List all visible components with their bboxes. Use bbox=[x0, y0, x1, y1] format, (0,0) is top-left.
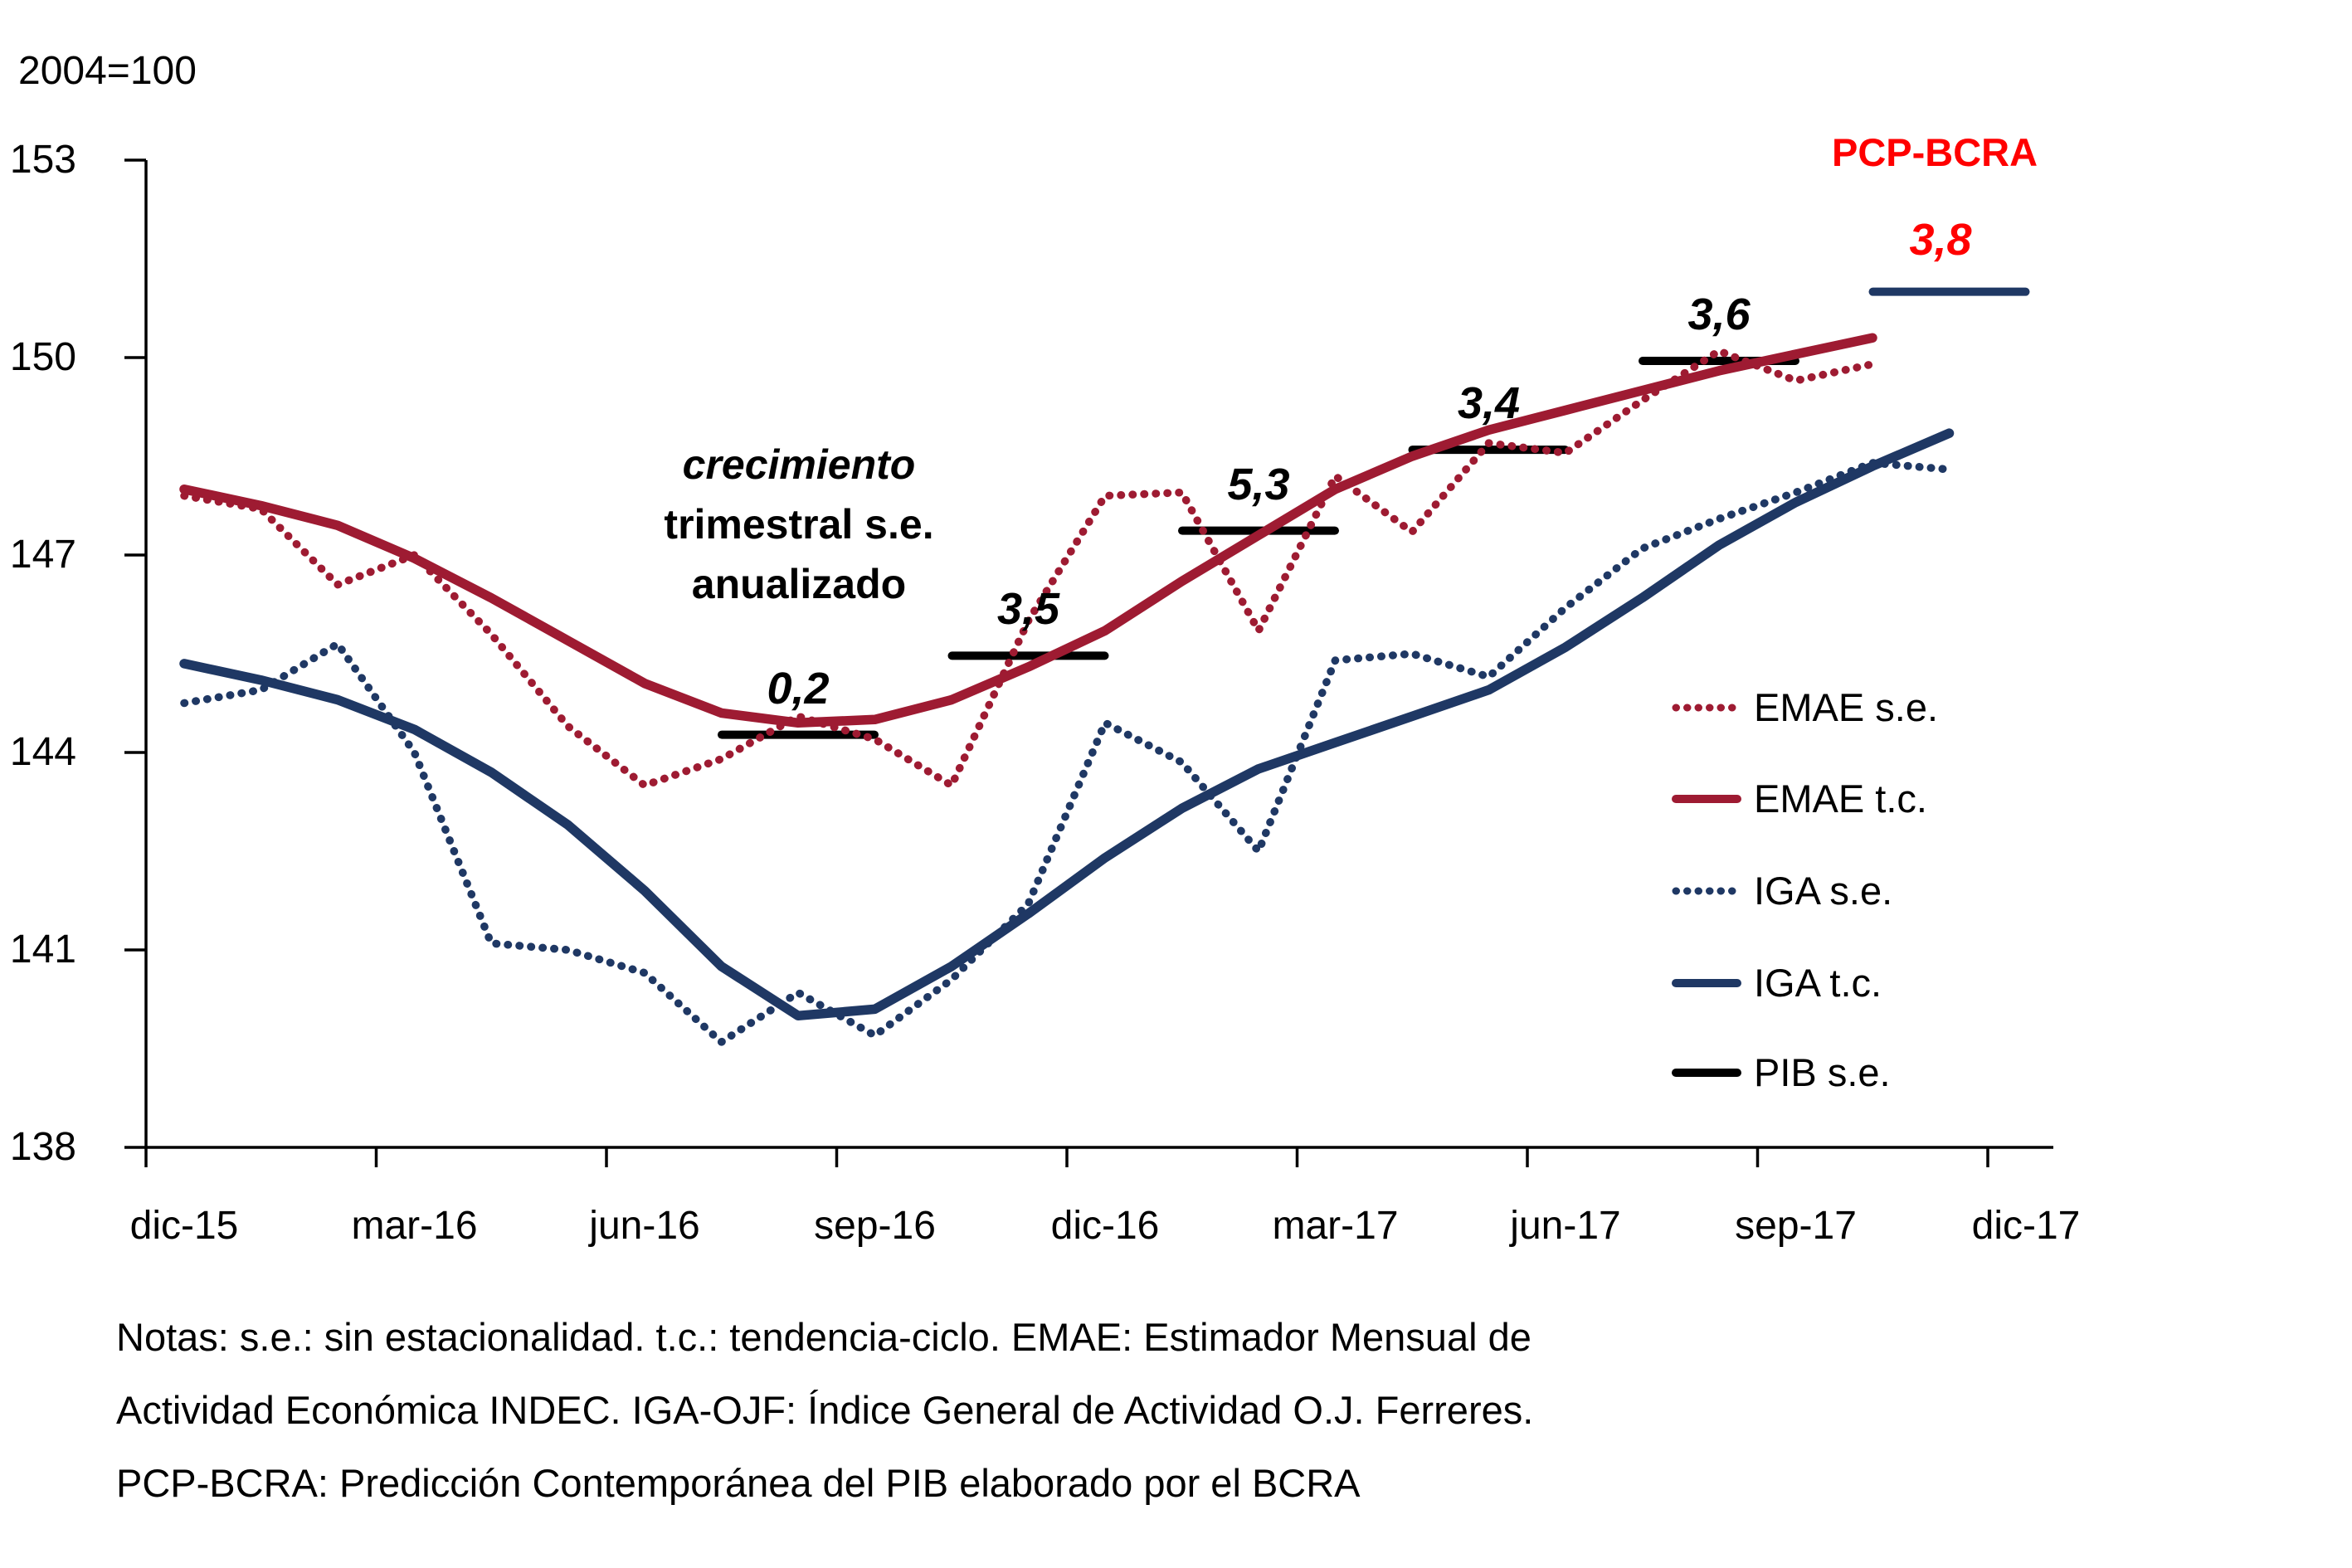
pcp-bcra-title: PCP-BCRA bbox=[1831, 130, 2038, 174]
legend-swatch-solid bbox=[1672, 979, 1741, 987]
annotation-line-3: anualizado bbox=[691, 561, 907, 607]
index-base-label: 2004=100 bbox=[18, 49, 197, 93]
y-tick-label: 153 bbox=[9, 138, 76, 183]
pcp-bcra-value: 3,8 bbox=[1909, 215, 1972, 265]
y-tick-label: 144 bbox=[9, 729, 76, 774]
x-tick-label: jun-16 bbox=[589, 1204, 700, 1248]
legend-item-iga-t-c: IGA t.c. bbox=[1671, 959, 1882, 1007]
x-tick-label: dic-15 bbox=[129, 1204, 239, 1248]
legend-item-iga-s-e: IGA s.e. bbox=[1671, 867, 1892, 915]
pib-growth-label: 0,2 bbox=[767, 663, 830, 713]
footnote-line-2: Actividad Económica INDEC. IGA-OJF: Índi… bbox=[116, 1388, 1534, 1432]
x-tick-label: sep-17 bbox=[1735, 1204, 1857, 1248]
pib-growth-label: 5,3 bbox=[1227, 459, 1290, 509]
legend-label: EMAE s.e. bbox=[1754, 685, 1939, 729]
legend-item-pib-s-e: PIB s.e. bbox=[1671, 1049, 1891, 1097]
x-tick-label: mar-17 bbox=[1272, 1204, 1399, 1248]
footnote-line-1: Notas: s.e.: sin estacionalidad. t.c.: t… bbox=[116, 1315, 1531, 1359]
pib-growth-label: 3,4 bbox=[1457, 378, 1521, 429]
legend-swatch-dotted bbox=[1672, 704, 1741, 712]
legend-label: EMAE t.c. bbox=[1754, 777, 1927, 821]
legend-item-emae-s-e: EMAE s.e. bbox=[1671, 684, 1938, 732]
footnote-line-3: PCP-BCRA: Predicción Contemporánea del P… bbox=[116, 1461, 1361, 1505]
legend-swatch-solid bbox=[1672, 795, 1741, 803]
y-tick-label: 138 bbox=[9, 1124, 76, 1169]
legend-item-emae-t-c: EMAE t.c. bbox=[1671, 775, 1927, 823]
x-tick-label: dic-16 bbox=[1050, 1204, 1160, 1248]
annotation-line-2: trimestral s.e. bbox=[664, 501, 934, 548]
pib-growth-label: 3,6 bbox=[1687, 289, 1751, 339]
legend-label: IGA s.e. bbox=[1754, 869, 1893, 913]
annotation-line-1: crecimiento bbox=[682, 441, 916, 488]
footnotes: Notas: s.e.: sin estacionalidad. t.c.: t… bbox=[116, 1301, 1533, 1520]
x-tick-label: sep-16 bbox=[814, 1204, 936, 1248]
y-tick-label: 141 bbox=[9, 927, 76, 971]
legend-swatch-solid bbox=[1672, 1069, 1741, 1077]
legend-swatch-dotted bbox=[1672, 887, 1741, 895]
legend-label: PIB s.e. bbox=[1754, 1050, 1891, 1094]
growth-annotation: crecimiento trimestral s.e. anualizado bbox=[664, 435, 933, 614]
x-tick-label: dic-17 bbox=[1971, 1204, 2081, 1248]
x-tick-label: jun-17 bbox=[1510, 1204, 1621, 1248]
x-tick-label: mar-16 bbox=[351, 1204, 478, 1248]
legend-label: IGA t.c. bbox=[1754, 961, 1882, 1005]
y-tick-label: 150 bbox=[9, 335, 76, 379]
pib-growth-label: 3,5 bbox=[996, 584, 1060, 635]
y-tick-label: 147 bbox=[9, 533, 76, 577]
